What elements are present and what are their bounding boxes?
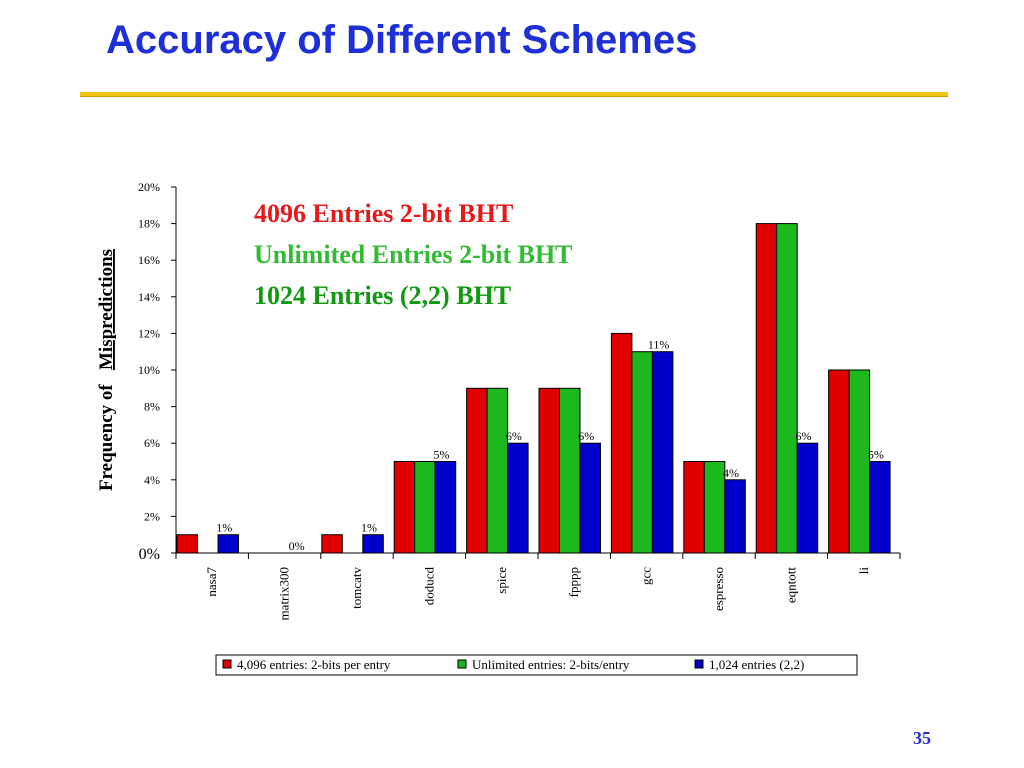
data-labels: 1% 0% 1% 5% 6% 6% 11% 4% 6% 5%: [216, 338, 884, 553]
data-label: 5%: [433, 448, 449, 462]
bar-gcc-series-2: [631, 351, 653, 554]
legend-swatch-2: [457, 659, 467, 669]
x-tick-label: fpppp: [566, 567, 581, 597]
y-tick-label: 6%: [144, 436, 160, 450]
x-tick-label: eqntott: [783, 567, 798, 603]
data-label: 6%: [506, 429, 522, 443]
chart-annotations: 4096 Entries 2-bit BHT Unlimited Entries …: [254, 199, 573, 310]
y-tick-label: 10%: [138, 363, 160, 377]
bar-fpppp-series-1: [538, 387, 560, 554]
annotation-line-3: 1024 Entries (2,2) BHT: [254, 281, 511, 310]
y-tick-label: 0%: [139, 546, 160, 563]
bar-doducd-series-3: [434, 461, 457, 554]
legend: 4,096 entries: 2-bits per entry Unlimited…: [215, 654, 858, 676]
data-label: 1%: [361, 521, 377, 535]
x-tick-label: gcc: [639, 567, 654, 585]
bar-eqntott-series-3: [796, 442, 819, 554]
x-tick-label: tomcatv: [349, 567, 364, 609]
bar-spice-series-2: [486, 387, 509, 554]
x-tick-label: nasa7: [204, 567, 219, 597]
legend-label-2: Unlimited entries: 2-bits/entry: [472, 657, 630, 672]
y-tick-label: 20%: [138, 180, 160, 194]
bar-doducd-series-2: [414, 461, 436, 554]
annotation-line-2: Unlimited Entries 2-bit BHT: [254, 240, 573, 269]
title-divider: [80, 92, 948, 97]
legend-swatch-1: [222, 659, 232, 669]
y-tick-label: 16%: [138, 253, 160, 267]
data-label: 11%: [648, 338, 670, 352]
legend-swatch-3: [694, 659, 704, 669]
data-label: 5%: [868, 448, 884, 462]
bar-spice-series-1: [466, 387, 488, 554]
bar-tomcatv-series-3: [362, 534, 384, 554]
bar-espresso-series-3: [724, 479, 746, 554]
bar-doducd-series-1: [393, 461, 416, 554]
bar-eqntott-series-2: [776, 223, 798, 554]
bar-li-series-3: [869, 461, 891, 554]
y-axis: 0% 2% 4% 6% 8% 10% 12% 14% 16% 18% 20% Frequency of…: [96, 180, 177, 563]
y-tick-label: 18%: [138, 217, 160, 231]
bar-fpppp-series-2: [559, 387, 581, 554]
bar-nasa7-series-1: [176, 534, 198, 554]
y-tick-label: 4%: [144, 473, 160, 487]
bar-espresso-series-2: [703, 461, 726, 554]
data-label: 1%: [216, 521, 232, 535]
x-tick-label: spice: [494, 567, 509, 594]
bar-nasa7-series-3: [217, 534, 239, 554]
y-axis-label-prefix: Frequency of: [96, 370, 117, 491]
legend-label-3: 1,024 entries (2,2): [709, 657, 804, 672]
bar-fpppp-series-3: [579, 442, 601, 554]
bar-gcc-series-1: [610, 332, 633, 554]
bar-li-series-2: [848, 369, 871, 554]
y-tick-label: 12%: [138, 326, 160, 340]
y-axis-label-underlined: Mispredictions: [96, 249, 117, 370]
y-axis-label: Frequency of Mispredictions: [96, 249, 117, 491]
y-tick-label: 2%: [144, 509, 160, 523]
annotation-line-1: 4096 Entries 2-bit BHT: [254, 199, 513, 228]
bar-li-series-1: [828, 369, 850, 554]
data-label: 0%: [289, 539, 305, 553]
y-tick-label: 8%: [144, 400, 160, 414]
data-label: 4%: [723, 466, 739, 480]
bar-gcc-series-3: [651, 351, 674, 554]
x-tick-label: espresso: [711, 567, 726, 611]
bar-spice-series-3: [507, 442, 529, 554]
data-label: 6%: [578, 429, 594, 443]
y-tick-label: 14%: [138, 290, 160, 304]
bar-espresso-series-1: [683, 461, 705, 554]
x-tick-label: li: [856, 567, 871, 575]
page-number: 35: [913, 728, 931, 748]
data-label: 6%: [795, 429, 811, 443]
slide-title: Accuracy of Different Schemes: [106, 18, 698, 62]
x-tick-label: doducd: [421, 567, 436, 606]
x-axis: nasa7 matrix300 tomcatv doducd spice fpppp gcc…: [175, 552, 901, 620]
bar-eqntott-series-1: [755, 223, 778, 554]
legend-label-1: 4,096 entries: 2-bits per entry: [237, 657, 391, 672]
bar-tomcatv-series-1: [321, 534, 343, 554]
x-tick-label: matrix300: [277, 567, 292, 620]
bars: [176, 223, 891, 554]
